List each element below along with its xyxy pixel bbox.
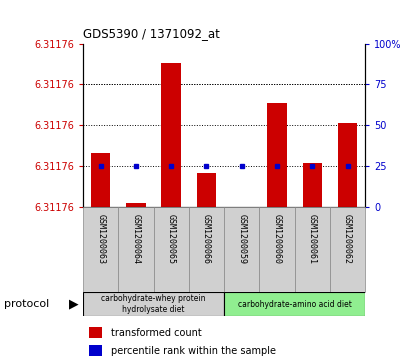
Text: GSM1200066: GSM1200066 xyxy=(202,214,211,264)
Bar xyxy=(83,207,118,292)
Text: ▶: ▶ xyxy=(68,297,78,310)
Bar xyxy=(267,103,287,207)
Text: GDS5390 / 1371092_at: GDS5390 / 1371092_at xyxy=(83,27,220,40)
Text: GSM1200062: GSM1200062 xyxy=(343,214,352,264)
Bar xyxy=(126,203,146,207)
Bar xyxy=(303,163,322,207)
Text: percentile rank within the sample: percentile rank within the sample xyxy=(111,346,276,356)
Bar xyxy=(91,153,110,207)
Text: carbohydrate-amino acid diet: carbohydrate-amino acid diet xyxy=(238,299,352,309)
Bar xyxy=(224,292,365,316)
Bar xyxy=(161,64,181,207)
Bar xyxy=(338,123,357,207)
Text: GSM1200060: GSM1200060 xyxy=(273,214,281,264)
Bar xyxy=(189,207,224,292)
Text: GSM1200063: GSM1200063 xyxy=(96,214,105,264)
Text: protocol: protocol xyxy=(4,299,49,309)
Text: GSM1200061: GSM1200061 xyxy=(308,214,317,264)
Bar xyxy=(295,207,330,292)
Bar xyxy=(259,207,295,292)
Bar xyxy=(89,327,102,338)
Text: carbohydrate-whey protein
hydrolysate diet: carbohydrate-whey protein hydrolysate di… xyxy=(101,294,206,314)
Text: transformed count: transformed count xyxy=(111,327,202,338)
Bar xyxy=(330,207,365,292)
Text: GSM1200059: GSM1200059 xyxy=(237,214,246,264)
Bar xyxy=(224,207,259,292)
Text: GSM1200064: GSM1200064 xyxy=(132,214,140,264)
Bar xyxy=(197,173,216,207)
Bar xyxy=(89,345,102,356)
Bar xyxy=(118,207,154,292)
Bar xyxy=(83,292,224,316)
Bar xyxy=(154,207,189,292)
Text: GSM1200065: GSM1200065 xyxy=(167,214,176,264)
